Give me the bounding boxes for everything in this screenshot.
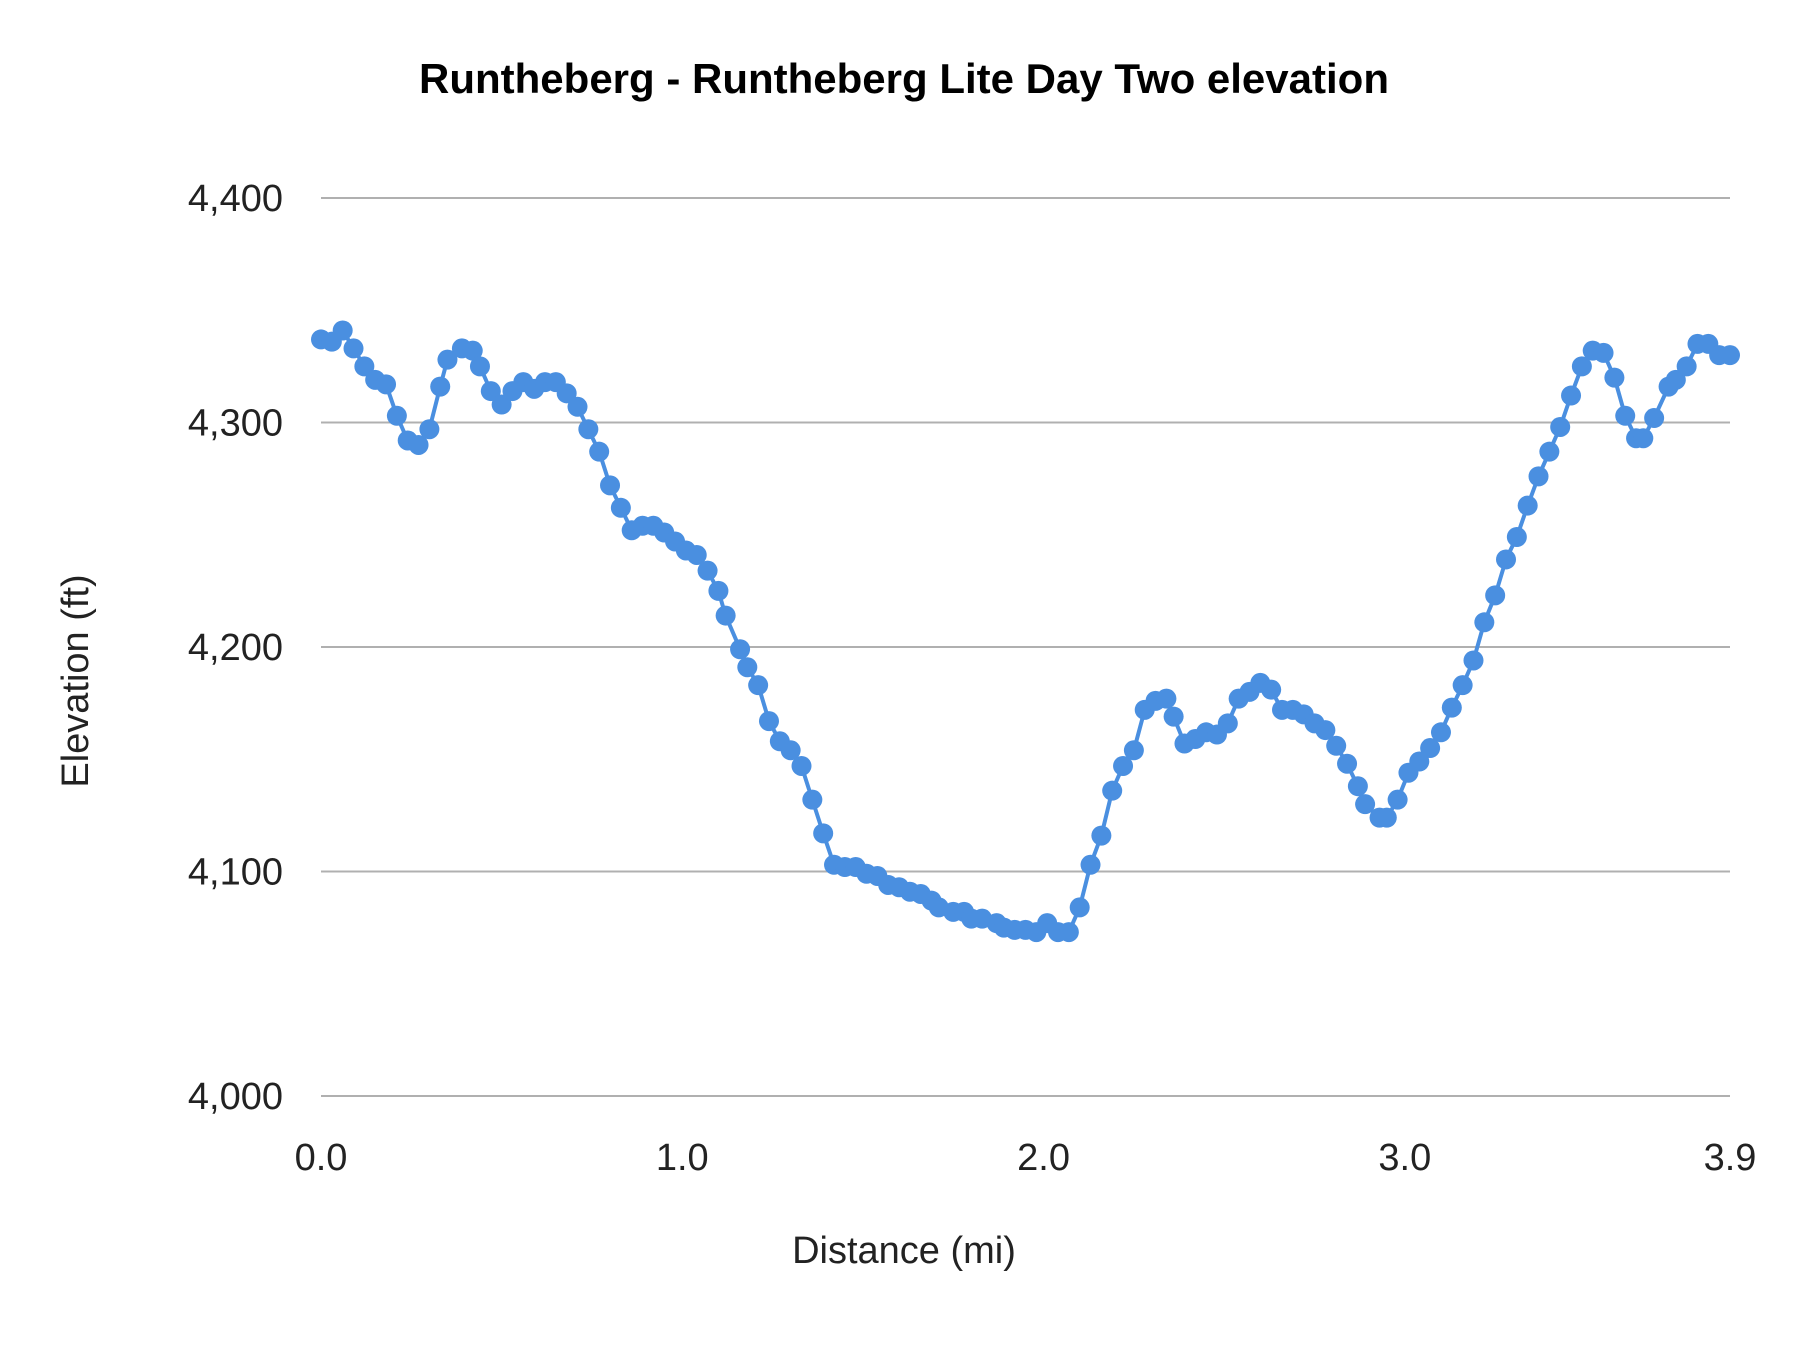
data-point <box>491 394 512 415</box>
data-point <box>567 396 588 417</box>
y-axis-ticks: 4,000 4,100 4,200 4,300 4,400 <box>188 178 283 1118</box>
data-point <box>1676 356 1697 377</box>
elevation-points <box>311 320 1740 943</box>
x-tick-label: 3.0 <box>1378 1137 1431 1179</box>
data-point <box>1163 706 1184 727</box>
x-tick-label: 3.9 <box>1704 1137 1757 1179</box>
data-point <box>419 419 440 440</box>
data-point <box>1315 720 1336 741</box>
data-point <box>1355 794 1376 815</box>
data-point <box>462 340 483 361</box>
data-point <box>386 405 407 426</box>
data-point <box>600 475 621 496</box>
data-point <box>1430 722 1451 743</box>
data-point <box>1069 897 1090 918</box>
data-point <box>1113 755 1134 776</box>
data-point <box>1091 825 1112 846</box>
x-tick-label: 2.0 <box>1017 1137 1070 1179</box>
data-point <box>730 639 751 660</box>
data-point <box>1058 922 1079 943</box>
data-point <box>1571 356 1592 377</box>
data-point <box>1376 807 1397 828</box>
data-point <box>1463 650 1484 671</box>
data-point <box>480 381 501 402</box>
data-point <box>1326 735 1347 756</box>
data-point <box>791 755 812 776</box>
data-point <box>1496 549 1517 570</box>
x-axis-ticks: 0.0 1.0 2.0 3.0 3.9 <box>295 1137 1757 1179</box>
y-axis-label: Elevation (ft) <box>55 574 97 787</box>
data-point <box>408 434 429 455</box>
data-point <box>1644 408 1665 429</box>
data-point <box>578 419 599 440</box>
y-tick-label: 4,400 <box>188 178 283 220</box>
data-point <box>556 383 577 404</box>
data-point <box>1665 369 1686 390</box>
data-point <box>802 789 823 810</box>
data-point <box>1517 495 1538 516</box>
data-point <box>737 657 758 678</box>
data-point <box>1102 780 1123 801</box>
data-point <box>780 740 801 761</box>
data-point <box>813 823 834 844</box>
data-point <box>1420 738 1441 759</box>
data-point <box>1633 428 1654 449</box>
data-point <box>1615 405 1636 426</box>
data-point <box>1156 688 1177 709</box>
data-point <box>1409 751 1430 772</box>
data-point <box>708 580 729 601</box>
data-point <box>1593 342 1614 363</box>
data-point <box>332 320 353 341</box>
data-point <box>686 544 707 565</box>
data-point <box>343 338 364 359</box>
data-point <box>610 497 631 518</box>
data-point <box>589 441 610 462</box>
data-point <box>1506 526 1527 547</box>
data-point <box>1347 776 1368 797</box>
data-point <box>1474 612 1495 633</box>
data-point <box>430 376 451 397</box>
data-point <box>1539 441 1560 462</box>
gridlines <box>321 197 1730 1097</box>
y-tick-label: 4,300 <box>188 403 283 445</box>
data-point <box>1123 740 1144 761</box>
data-point <box>1720 345 1740 366</box>
x-tick-label: 0.0 <box>295 1137 348 1179</box>
data-point <box>1337 753 1358 774</box>
data-point <box>748 675 769 696</box>
x-tick-label: 1.0 <box>656 1137 709 1179</box>
data-point <box>354 356 375 377</box>
data-point <box>758 711 779 732</box>
chart-title: Runtheberg - Runtheberg Lite Day Two ele… <box>419 55 1389 102</box>
data-point <box>1485 585 1506 606</box>
data-point <box>1604 367 1625 388</box>
data-point <box>1217 713 1238 734</box>
data-point <box>1452 675 1473 696</box>
data-point <box>1080 854 1101 875</box>
data-point <box>376 374 397 395</box>
elevation-line <box>320 328 1730 935</box>
data-point <box>1387 789 1408 810</box>
y-tick-label: 4,200 <box>188 627 283 669</box>
data-point <box>1528 466 1549 487</box>
data-point <box>1550 416 1571 437</box>
data-point <box>697 560 718 581</box>
data-point <box>715 605 736 626</box>
data-point <box>1261 679 1282 700</box>
data-point <box>1561 385 1582 406</box>
y-tick-label: 4,000 <box>188 1076 283 1118</box>
x-axis-label: Distance (mi) <box>792 1230 1016 1272</box>
data-point <box>469 356 490 377</box>
data-point <box>1441 697 1462 718</box>
data-point <box>437 349 458 370</box>
y-tick-label: 4,100 <box>188 852 283 894</box>
